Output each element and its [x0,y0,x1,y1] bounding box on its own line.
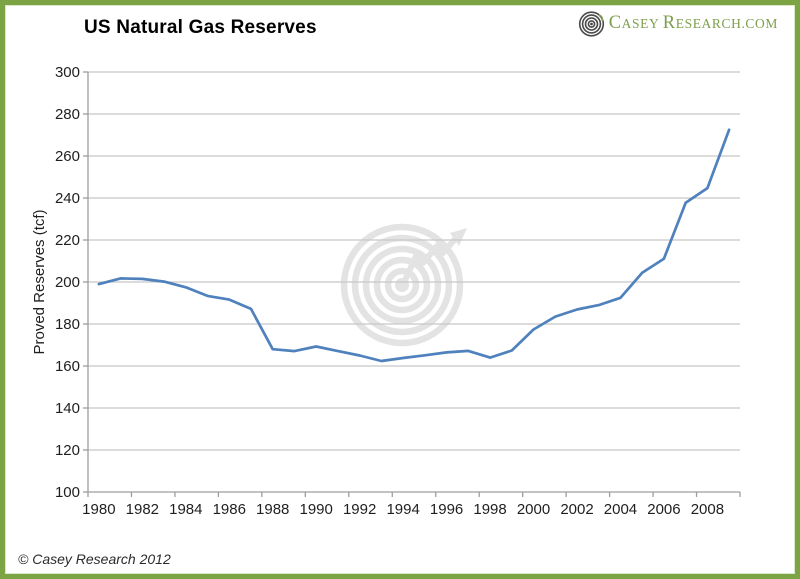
y-axis-title: Proved Reserves (tcf) [31,209,48,354]
y-tick-label: 240 [55,190,80,207]
brand-initial-r: R [662,12,676,33]
x-tick-label: 1990 [300,501,333,518]
x-tick-label: 1996 [430,501,463,518]
y-tick-label: 260 [55,148,80,165]
x-tick-label: 1998 [473,501,506,518]
chart-title: US Natural Gas Reserves [84,17,317,38]
x-tick-label: 1988 [256,501,289,518]
x-tick-label: 1980 [82,501,115,518]
y-tick-label: 280 [55,106,80,123]
brand-initial-c: C [608,12,622,33]
y-tick-label: 100 [55,484,80,501]
casey-spiral-watermark [340,223,464,347]
x-tick-label: 2006 [647,501,680,518]
y-tick-label: 200 [55,274,80,291]
brand-wordmark: CASEY RESEARCH.COM [609,8,778,39]
y-tick-label: 220 [55,232,80,249]
x-tick-label: 2000 [517,501,550,518]
x-tick-label: 1984 [169,501,202,518]
casey-spiral-watermark [351,234,453,336]
x-tick-label: 1994 [386,501,419,518]
x-tick-label: 1992 [343,501,376,518]
casey-spiral-watermark [384,267,420,303]
y-tick-label: 300 [55,64,80,81]
casey-spiral-watermark [362,245,442,325]
casey-spiral-icon [578,10,604,37]
x-tick-label: 2008 [691,501,724,518]
x-tick-label: 2002 [560,501,593,518]
watermark-arrowhead-icon [450,228,467,246]
y-tick-label: 120 [55,442,80,459]
x-tick-label: 2004 [604,501,637,518]
x-tick-label: 1986 [213,501,246,518]
y-tick-label: 180 [55,316,80,333]
brand-casey-rest: ASEY [621,15,663,31]
copyright: © Casey Research 2012 [18,551,171,567]
brand-research-rest: ESEARCH.COM [675,15,778,31]
watermark-trend-arrow-icon [399,236,459,289]
brand-logo: CASEY RESEARCH.COM [578,8,778,38]
casey-spiral-watermark [373,256,431,314]
x-tick-label: 1982 [126,501,159,518]
y-tick-label: 160 [55,358,80,375]
reserves-line [97,128,731,363]
y-tick-label: 140 [55,400,80,417]
